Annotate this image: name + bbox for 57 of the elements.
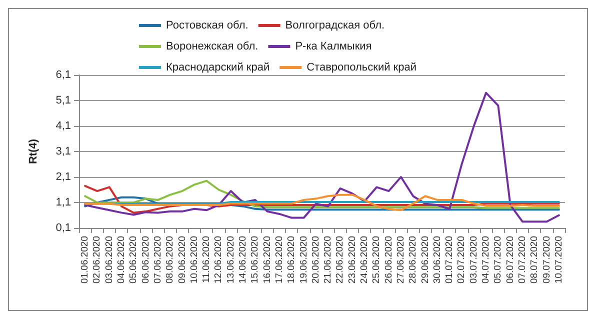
x-tick-label: 17.06.2020 [274, 236, 285, 284]
x-tick-label: 10.07.2020 [553, 236, 564, 284]
x-tick-label: 25.06.2020 [371, 236, 382, 284]
x-tick-label: 19.06.2020 [298, 236, 310, 284]
x-tick-label: 11.06.2020 [201, 236, 212, 283]
x-tick-label: 01.07.2020 [444, 236, 456, 284]
x-tick-label: 10.06.2020 [188, 236, 200, 284]
x-tick-label: 07.06.2020 [152, 236, 164, 284]
y-tick-label: 1,1 [56, 196, 71, 208]
y-tick-label: 6,1 [56, 69, 71, 81]
x-tick-label: 03.07.2020 [468, 236, 480, 284]
x-tick-label: 27.06.2020 [395, 236, 406, 284]
line-series [84, 92, 560, 223]
x-tick-label: 06.06.2020 [140, 236, 152, 284]
x-tick-label: 13.06.2020 [225, 236, 236, 284]
x-tick-label: 29.06.2020 [420, 236, 431, 284]
x-tick-label: 03.06.2020 [104, 236, 115, 284]
x-tick-label: 01.06.2020 [80, 236, 91, 284]
x-tick-label: 21.06.2020 [322, 236, 334, 284]
x-tick-label: 08.06.2020 [164, 236, 176, 284]
line-series [84, 180, 560, 210]
legend-label: Воронежская обл. [166, 40, 258, 52]
legend-label: Волгоградская обл. [285, 20, 385, 32]
x-tick-label: 24.06.2020 [359, 236, 370, 284]
x-tick-label: 09.06.2020 [176, 236, 188, 284]
x-tick-label: 07.07.2020 [516, 236, 528, 284]
x-tick-label: 04.07.2020 [480, 236, 492, 284]
x-tick-label: 04.06.2020 [116, 236, 128, 284]
x-tick-label: 06.07.2020 [504, 236, 516, 284]
x-tick-label: 12.06.2020 [213, 236, 224, 284]
y-tick-label: 2,1 [56, 171, 71, 183]
x-tick-label: 02.06.2020 [92, 236, 103, 284]
legend-label: Р-ка Калмыкия [295, 40, 372, 52]
x-tick-label: 05.06.2020 [128, 236, 140, 284]
x-tick-label: 23.06.2020 [346, 236, 358, 284]
x-tick-label: 18.06.2020 [286, 236, 298, 284]
x-tick-label: 02.07.2020 [456, 236, 468, 284]
y-tick-label: 5,1 [56, 94, 71, 106]
x-tick-label: 28.06.2020 [408, 236, 419, 284]
x-tick-label: 26.06.2020 [383, 236, 394, 284]
x-tick-label: 20.06.2020 [310, 236, 322, 284]
legend-label: Ростовская обл. [166, 20, 248, 32]
y-axis-title: Rt(4) [28, 138, 40, 164]
y-tick-label: 4,1 [56, 120, 71, 132]
x-tick-label: 09.07.2020 [541, 236, 552, 284]
x-tick-label: 08.07.2020 [529, 236, 540, 284]
x-tick-label: 05.07.2020 [492, 236, 504, 284]
legend-label: Ставропольский край [306, 62, 416, 74]
legend-label: Краснодарский край [166, 62, 270, 74]
x-tick-label: 30.06.2020 [432, 236, 443, 284]
x-tick-label: 22.06.2020 [334, 236, 346, 284]
x-tick-label: 14.06.2020 [238, 236, 249, 284]
x-tick-label: 16.06.2020 [262, 236, 273, 284]
y-tick-label: 3,1 [56, 146, 71, 158]
y-tick-label: 0,1 [56, 222, 71, 234]
x-tick-label: 15.06.2020 [250, 236, 261, 284]
line-series [84, 184, 560, 214]
